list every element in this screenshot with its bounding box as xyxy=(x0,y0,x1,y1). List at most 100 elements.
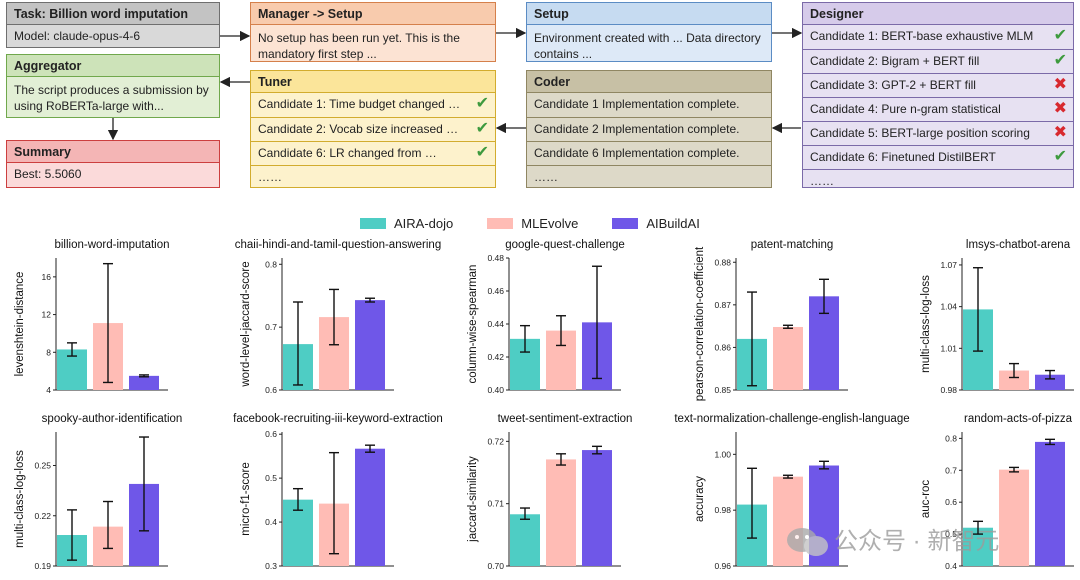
y-tick-label: 0.25 xyxy=(34,461,51,471)
error-bar-AIBuildAI xyxy=(365,444,375,453)
y-tick-label: 1.00 xyxy=(714,449,731,459)
legend-item: AIBuildAI xyxy=(612,214,700,232)
y-tick-label: 0.88 xyxy=(714,257,731,267)
check-icon: ✔ xyxy=(475,120,489,137)
cross-icon: ✖ xyxy=(1053,124,1067,141)
error-bar-AIRA-dojo xyxy=(747,467,757,539)
error-bar-AIBuildAI xyxy=(139,374,149,378)
y-tick-label: 0.71 xyxy=(487,499,504,509)
legend-item: MLEvolve xyxy=(487,214,578,232)
coder-candidate: Candidate 1 Implementation complete. xyxy=(527,93,771,117)
y-tick-label: 1.07 xyxy=(940,260,957,270)
error-bar-AIRA-dojo xyxy=(747,291,757,387)
watermark: 公众号 · 新智元 xyxy=(780,516,1060,562)
chart-title: facebook-recruiting-iii-keyword-extracti… xyxy=(233,413,443,425)
y-axis-label: multi-class-log-loss xyxy=(14,450,26,548)
error-bar-MLEvolve xyxy=(783,474,793,479)
bar-AIBuildAI xyxy=(582,450,612,566)
candidate-label: Candidate 6: Finetuned DistilBERT xyxy=(810,150,996,164)
bar-MLEvolve xyxy=(999,370,1029,390)
error-bar-AIRA-dojo xyxy=(973,267,983,352)
y-tick-label: 0.98 xyxy=(714,505,731,515)
y-tick-label: 0.46 xyxy=(487,286,504,296)
error-bar-AIBuildAI xyxy=(819,278,829,315)
y-tick-label: 0.7 xyxy=(265,322,277,332)
task-model: Model: claude-opus-4-6 xyxy=(14,29,141,43)
designer-candidate: Candidate 3: GPT-2 + BERT fill ✖ xyxy=(803,73,1073,97)
candidate-label: Candidate 4: Pure n-gram statistical xyxy=(810,102,1001,116)
coder-title: Coder xyxy=(527,71,771,93)
y-tick-label: 0.96 xyxy=(714,561,731,571)
chart-spooky-author-identification: spooky-author-identification multi-class-… xyxy=(14,413,182,571)
bar-AIBuildAI xyxy=(1035,374,1065,390)
y-axis-label: column-wise-spearman xyxy=(467,265,479,384)
designer-candidate: Candidate 2: Bigram + BERT fill ✔ xyxy=(803,49,1073,73)
chart-title: spooky-author-identification xyxy=(42,413,183,425)
aggregator-box: Aggregator The script produces a submiss… xyxy=(6,54,220,118)
y-axis-label: jaccard-similarity xyxy=(467,456,479,543)
designer-box: Designer Candidate 1: BERT-base exhausti… xyxy=(802,2,1074,188)
y-tick-label: 0.72 xyxy=(487,436,504,446)
designer-title: Designer xyxy=(803,3,1073,25)
error-bar-AIBuildAI xyxy=(819,460,829,470)
tuner-more: …… xyxy=(251,165,495,189)
legend-swatch xyxy=(612,217,639,229)
y-axis-label: word-level-jaccard-score xyxy=(240,261,252,387)
summary-body: Best: 5.5060 xyxy=(14,167,82,181)
error-bar-AIBuildAI xyxy=(1045,438,1055,446)
coder-more: …… xyxy=(527,165,771,189)
flow-arrows xyxy=(107,27,803,141)
bar-MLEvolve xyxy=(773,326,803,390)
candidate-label: Candidate 5: BERT-large position scoring xyxy=(810,126,1030,140)
y-tick-label: 0.6 xyxy=(265,429,277,439)
error-bar-MLEvolve xyxy=(556,453,566,466)
y-tick-label: 0.7 xyxy=(945,465,957,475)
y-tick-label: 0.5 xyxy=(265,473,277,483)
chart-title: chaii-hindi-and-tamil-question-answering xyxy=(235,239,441,251)
y-tick-label: 0.40 xyxy=(487,385,504,395)
bar-AIBuildAI xyxy=(129,375,159,390)
y-tick-label: 0.19 xyxy=(34,561,51,571)
candidate-label: Candidate 1: BERT-base exhaustive MLM xyxy=(810,29,1034,43)
y-tick-label: 0.42 xyxy=(487,352,504,362)
error-bar-AIRA-dojo xyxy=(520,324,530,353)
y-tick-label: 1.04 xyxy=(940,302,957,312)
y-tick-label: 0.4 xyxy=(265,517,277,527)
error-bar-MLEvolve xyxy=(783,324,793,329)
chart-billion-word-imputation: billion-word-imputation levenshtein-dista… xyxy=(14,239,170,395)
error-bar-MLEvolve xyxy=(103,500,113,550)
error-bar-AIBuildAI xyxy=(1045,369,1055,380)
bar-AIBuildAI xyxy=(1035,441,1065,566)
tuner-title: Tuner xyxy=(251,71,495,93)
chart-lmsys-chatbot-arena: lmsys-chatbot-arena multi-class-log-loss 0… xyxy=(920,239,1074,395)
y-tick-label: 0.48 xyxy=(487,253,504,263)
summary-box: Summary Best: 5.5060 xyxy=(6,140,220,188)
bar-MLEvolve xyxy=(999,469,1029,566)
tuner-candidate: Candidate 1: Time budget changed … ✔ xyxy=(251,93,495,117)
candidate-label: Candidate 6 Implementation complete. xyxy=(534,146,740,160)
setup-box: Setup Environment created with ... Data … xyxy=(526,2,772,62)
y-tick-label: 0.85 xyxy=(714,385,731,395)
error-bar-MLEvolve xyxy=(329,451,339,555)
y-axis-label: multi-class-log-loss xyxy=(920,275,932,373)
y-tick-label: 0.5 xyxy=(945,529,957,539)
setup-body: Environment created with ... Data direct… xyxy=(534,31,761,61)
check-icon: ✔ xyxy=(1053,27,1067,44)
chart-title: patent-matching xyxy=(751,239,833,251)
manager-body: No setup has been run yet. This is the m… xyxy=(258,31,460,61)
chart-legend: AIRA-dojo MLEvolve AIBuildAI xyxy=(360,214,700,232)
error-bar-AIRA-dojo xyxy=(293,301,303,386)
chart-title: text-normalization-challenge-english-lan… xyxy=(674,413,909,425)
check-icon: ✔ xyxy=(1053,148,1067,165)
error-bar-MLEvolve xyxy=(329,288,339,346)
candidate-label: Candidate 1 Implementation complete. xyxy=(534,97,740,111)
coder-candidate: Candidate 2 Implementation complete. xyxy=(527,117,771,141)
error-bar-AIBuildAI xyxy=(592,445,602,455)
check-icon: ✔ xyxy=(1053,52,1067,69)
chart-title: lmsys-chatbot-arena xyxy=(966,239,1071,251)
coder-candidate: Candidate 6 Implementation complete. xyxy=(527,141,771,165)
candidate-label: Candidate 2: Vocab size increased … xyxy=(258,122,459,136)
y-tick-label: 0.3 xyxy=(265,561,277,571)
